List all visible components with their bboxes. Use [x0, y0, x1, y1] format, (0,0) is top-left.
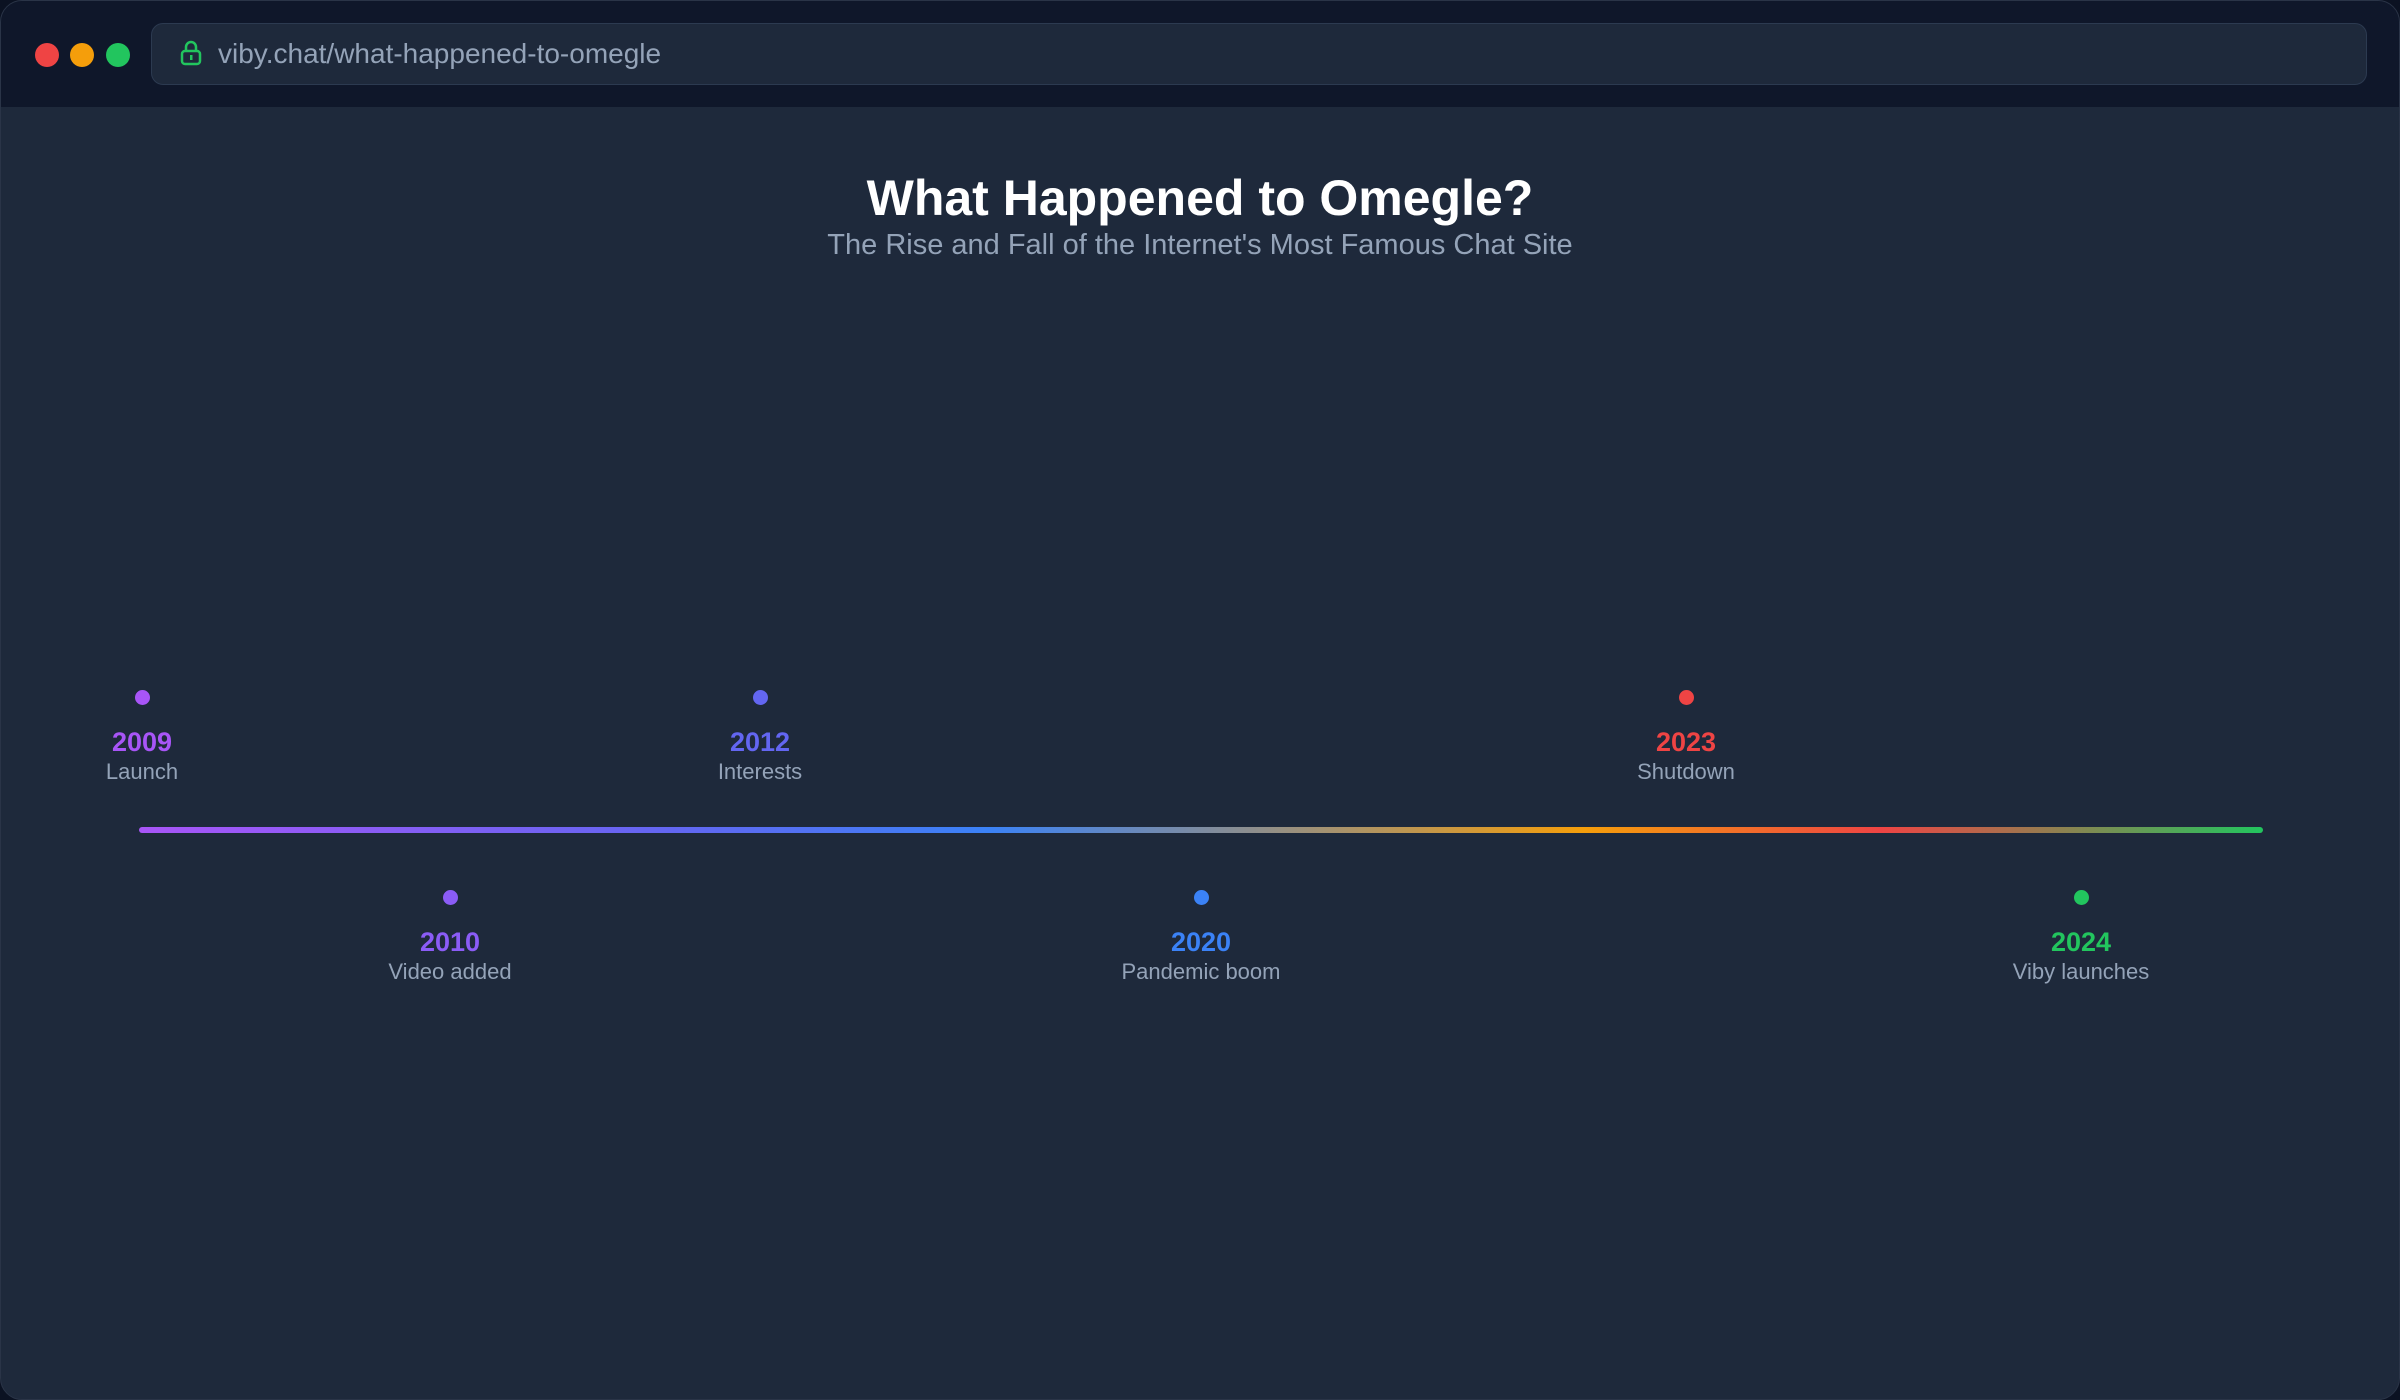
event-label: Launch — [105, 759, 179, 784]
timeline-event-2020: 2020 Pandemic boom — [1051, 890, 1351, 987]
event-year: 2012 — [729, 727, 791, 757]
event-year: 2024 — [2050, 927, 2112, 957]
timeline-event-2023: 2023 Shutdown — [1536, 690, 1836, 787]
event-year: 2010 — [419, 927, 481, 957]
close-window-button[interactable] — [35, 43, 59, 67]
timeline-dot — [752, 690, 768, 705]
event-label: Video added — [388, 959, 512, 984]
event-label: Pandemic boom — [1121, 959, 1281, 984]
url-text: viby.chat/what-happened-to-omegle — [218, 38, 662, 69]
lock-icon — [180, 40, 202, 66]
event-year: 2023 — [1655, 727, 1717, 757]
event-label: Interests — [717, 759, 803, 784]
event-label: Viby launches — [2012, 959, 2150, 984]
timeline-event-2012: 2012 Interests — [610, 690, 910, 787]
timeline-event-2009: 2009 Launch — [1, 690, 292, 787]
timeline-dot — [2073, 890, 2089, 905]
timeline-dot — [1678, 690, 1694, 705]
timeline-dot — [1193, 890, 1209, 905]
address-bar[interactable]: viby.chat/what-happened-to-omegle — [151, 23, 2367, 85]
timeline-event-2024: 2024 Viby launches — [1931, 890, 2231, 987]
timeline-dot — [134, 690, 150, 705]
minimize-window-button[interactable] — [70, 43, 94, 67]
event-year: 2009 — [111, 727, 173, 757]
timeline-dot — [442, 890, 458, 905]
event-year: 2020 — [1170, 927, 1232, 957]
timeline-event-2010: 2010 Video added — [300, 890, 600, 987]
browser-toolbar: viby.chat/what-happened-to-omegle — [1, 1, 2399, 107]
event-label: Shutdown — [1637, 759, 1735, 784]
timeline-line — [139, 827, 2263, 833]
maximize-window-button[interactable] — [106, 43, 130, 67]
page-subtitle: The Rise and Fall of the Internet's Most… — [827, 229, 1573, 261]
page-title: What Happened to Omegle? — [866, 170, 1534, 226]
